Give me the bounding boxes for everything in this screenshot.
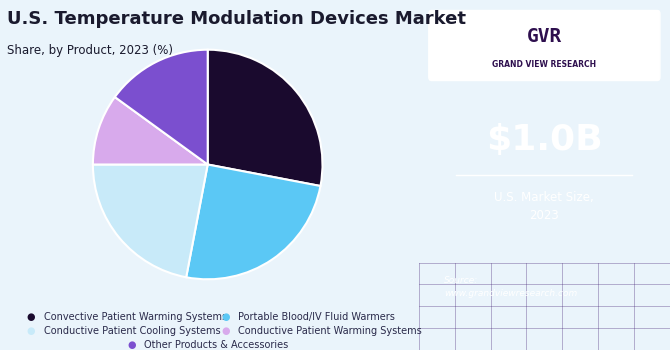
Text: U.S. Market Size,
2023: U.S. Market Size, 2023 [494,191,594,222]
Text: Portable Blood/IV Fluid Warmers: Portable Blood/IV Fluid Warmers [238,312,395,322]
Text: Share, by Product, 2023 (%): Share, by Product, 2023 (%) [7,44,173,57]
Text: GVR: GVR [527,27,562,46]
Wedge shape [186,164,320,279]
Text: Source:
www.grandviewresearch.com: Source: www.grandviewresearch.com [444,276,577,298]
Text: ●: ● [27,312,36,322]
Text: Other Products & Accessories: Other Products & Accessories [144,340,288,350]
Text: Conductive Patient Cooling Systems: Conductive Patient Cooling Systems [44,326,220,336]
Text: ●: ● [221,326,230,336]
Text: ●: ● [27,326,36,336]
Wedge shape [93,164,208,277]
Text: ●: ● [127,340,136,350]
Wedge shape [208,50,322,186]
Wedge shape [93,97,208,164]
Text: $1.0B: $1.0B [486,123,603,157]
Wedge shape [115,50,208,164]
Text: U.S. Temperature Modulation Devices Market: U.S. Temperature Modulation Devices Mark… [7,10,466,28]
Text: ●: ● [221,312,230,322]
FancyBboxPatch shape [429,10,660,80]
Text: Conductive Patient Warming Systems: Conductive Patient Warming Systems [238,326,421,336]
Text: GRAND VIEW RESEARCH: GRAND VIEW RESEARCH [492,60,596,69]
Text: Convective Patient Warming Systems: Convective Patient Warming Systems [44,312,226,322]
